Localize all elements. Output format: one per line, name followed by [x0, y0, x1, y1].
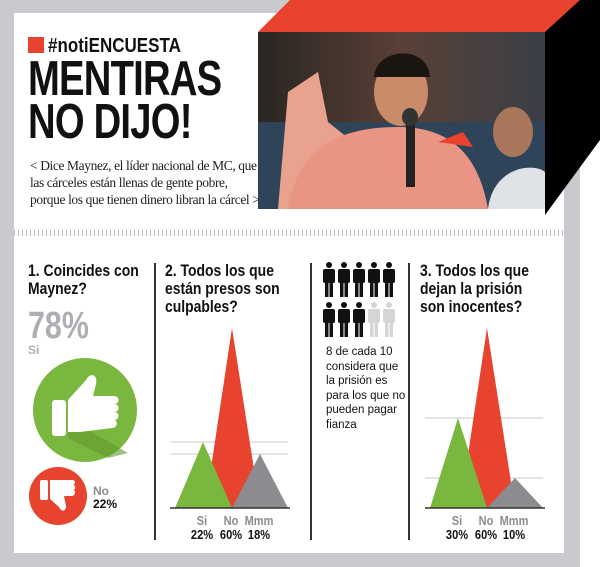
value-label: 18% [247, 527, 271, 542]
title-line-2: NO DIJO! [28, 95, 192, 149]
label-no: No 60% [214, 514, 248, 542]
person-icon [323, 302, 335, 337]
red-band [258, 0, 580, 32]
peak-si [175, 442, 232, 508]
label-mmm: Mmm 10% [497, 514, 531, 542]
divider-1 [154, 263, 156, 540]
q1-no-label: No [93, 484, 109, 498]
people-icons [323, 262, 395, 337]
divider-3 [408, 263, 410, 540]
value-label: 60% [219, 527, 243, 542]
category-label: Si [451, 513, 463, 528]
peak-mmm [232, 454, 288, 508]
q3-question: 3. Todos los que dejan la prisión son in… [420, 261, 529, 316]
photo-maynez [258, 32, 545, 209]
thumbs-down-icon [29, 467, 87, 525]
q1-yes-label: Si [28, 343, 40, 357]
q1-yes-value: 78% [28, 305, 89, 347]
person-icon [353, 262, 365, 297]
black-corner [545, 0, 600, 215]
value-label: 30% [445, 527, 469, 542]
person-icon [338, 262, 350, 297]
label-si: Si 22% [185, 514, 219, 542]
user-icon [28, 37, 44, 53]
label-si: Si 30% [440, 514, 474, 542]
label-mmm: Mmm 18% [242, 514, 276, 542]
value-label: 10% [502, 527, 526, 542]
title-line-1: MENTIRAS [28, 52, 222, 106]
page-title: MENTIRAS NO DIJO! [28, 52, 222, 149]
q2-question: 2. Todos los que están presos son culpab… [165, 261, 280, 316]
person-icon [323, 262, 335, 297]
category-label: Mmm [499, 513, 529, 528]
category-label: No [223, 513, 239, 528]
person-icon [383, 302, 395, 337]
value-label: 22% [190, 527, 214, 542]
divider-2 [310, 263, 312, 540]
q1-question: 1. Coincides con Maynez? [28, 261, 139, 298]
category-label: Mmm [244, 513, 274, 528]
chart-q2 [170, 328, 290, 509]
subtitle: < Dice Maynez, el líder nacional de MC, … [30, 158, 260, 207]
peak-mmm [487, 478, 543, 508]
label-no: No 60% [469, 514, 503, 542]
person-icon [338, 302, 350, 337]
peak-no [460, 328, 515, 508]
q1-no-value: 22% [93, 497, 118, 511]
category-label: No [478, 513, 494, 528]
person-icon [368, 262, 380, 297]
thumbs-up-icon [33, 358, 137, 462]
category-label: Si [196, 513, 208, 528]
peak-no [205, 328, 260, 508]
chart-q3 [425, 328, 545, 509]
hashtag: #notiENCUESTA [48, 35, 181, 57]
peak-si [430, 418, 487, 508]
person-icon [368, 302, 380, 337]
value-label: 60% [474, 527, 498, 542]
person-icon [383, 262, 395, 297]
people-text: 8 de cada 10 considera que la prisión es… [326, 346, 406, 431]
person-icon [353, 302, 365, 337]
dotted-divider [14, 230, 564, 236]
